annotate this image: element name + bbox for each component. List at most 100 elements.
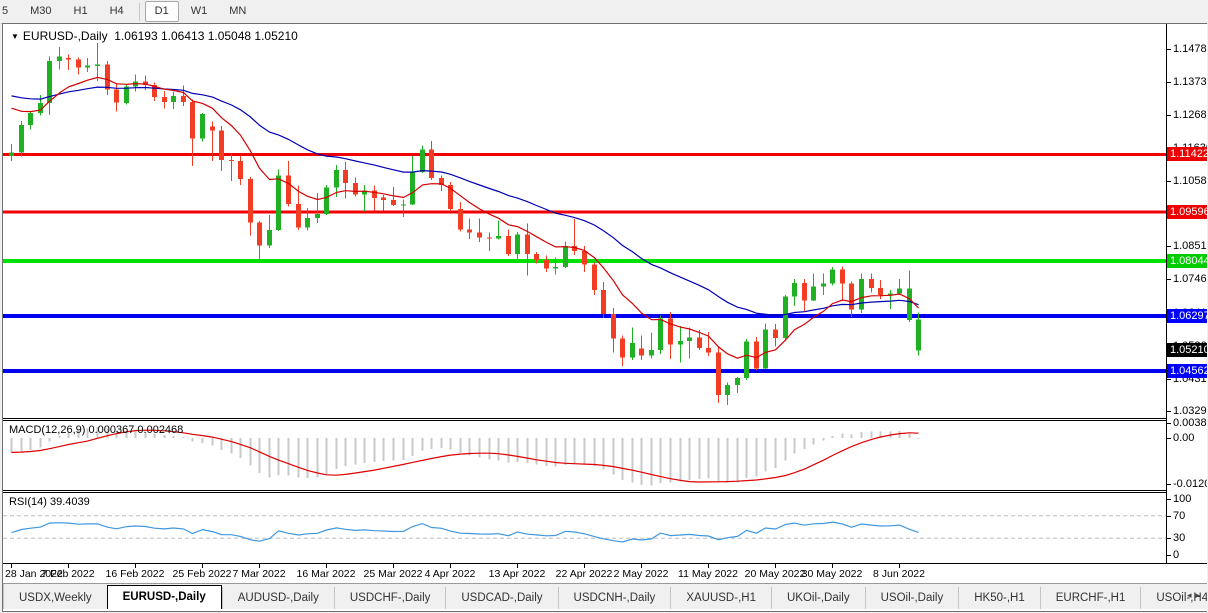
chart-ohlc-values: 1.06193 1.06413 1.05048 1.05210 <box>114 29 298 43</box>
chart-tab-usdchf-daily[interactable]: USDCHF-,Daily <box>333 587 446 609</box>
date-tick-label: 11 May 2022 <box>678 568 738 580</box>
chart-window: ▼ EURUSD-,Daily 1.06193 1.06413 1.05048 1… <box>2 23 1207 612</box>
price-tick-label: 1.08510 <box>1173 240 1207 252</box>
axis-tick-mark <box>1167 379 1171 380</box>
chart-tab-eurusd-daily[interactable]: EURUSD-,Daily <box>106 585 222 609</box>
macd-axis-label: 0.003865 <box>1173 417 1207 429</box>
date-tick-label: 7 Feb 2022 <box>41 568 95 580</box>
timeframe-toolbar: 5 M30 H1 H4 D1 W1 MN <box>0 0 1208 24</box>
date-tick-label: 25 Feb 2022 <box>172 568 232 580</box>
chart-tab-xauusd-h1[interactable]: XAUUSD-,H1 <box>670 587 771 609</box>
rsi-label: RSI(14) 39.4039 <box>9 496 90 508</box>
timeframe-button-h1[interactable]: H1 <box>73 5 88 17</box>
price-tick-label: 1.12680 <box>1173 109 1207 121</box>
pane-splitter[interactable] <box>3 418 1207 421</box>
tabs-scroll-left-icon[interactable]: ◂ <box>1186 590 1196 600</box>
price-level-badge: 1.08044 <box>1167 254 1207 268</box>
date-tick-mark <box>135 564 136 568</box>
macd-axis-label: -0.01208 <box>1173 478 1207 490</box>
timeframe-button-mn[interactable]: MN <box>229 5 247 17</box>
timeframe-button-d1[interactable]: D1 <box>144 1 179 22</box>
chart-title: ▼ EURUSD-,Daily 1.06193 1.06413 1.05048 1… <box>11 29 298 43</box>
axis-tick-mark <box>1167 438 1171 439</box>
rsi-axis-label: 70 <box>1173 510 1186 522</box>
price-tick-label: 1.10580 <box>1173 175 1207 187</box>
tabs-scroll-right-icon[interactable]: ▸ <box>1195 590 1204 600</box>
price-tick-label: 1.07460 <box>1173 273 1207 285</box>
chart-tab-usdcad-daily[interactable]: USDCAD-,Daily <box>445 587 557 609</box>
axis-tick-mark <box>1167 49 1171 50</box>
timeframe-button-h4[interactable]: H4 <box>109 5 124 17</box>
date-tick-label: 25 Mar 2022 <box>363 568 423 580</box>
chart-tab-usdcnh-daily[interactable]: USDCNH-,Daily <box>557 587 671 609</box>
axis-tick-mark <box>1167 516 1171 517</box>
chart-tab-usdx-weekly[interactable]: USDX,Weekly <box>19 592 92 604</box>
price-tick-label: 1.14780 <box>1173 43 1207 55</box>
date-tick-mark <box>450 564 451 568</box>
axis-tick-mark <box>1167 538 1171 539</box>
axis-tick-mark <box>1167 246 1171 247</box>
axis-tick-mark <box>1167 555 1171 556</box>
timeframe-button-m30[interactable]: M30 <box>30 5 52 17</box>
axis-tick-mark <box>1167 423 1171 424</box>
toolbar-separator <box>138 2 140 21</box>
rsi-axis-label: 30 <box>1173 532 1186 544</box>
chart-tab-ukoil-daily[interactable]: UKOil-,Daily <box>770 587 865 609</box>
axis-tick-mark <box>1167 484 1171 485</box>
date-tick-mark <box>517 564 518 568</box>
axis-tick-mark <box>1167 411 1171 412</box>
date-axis[interactable]: 28 Jan 2022 7 Feb 2022 16 Feb 2022 25 Feb 2… <box>3 563 1207 583</box>
chart-menu-arrow-icon[interactable]: ▼ <box>11 32 19 41</box>
date-tick-label: 22 Apr 2022 <box>555 568 613 580</box>
date-tick-mark <box>202 564 203 568</box>
tabbar-corner <box>3 584 4 609</box>
timeframe-button-5[interactable]: 5 <box>2 5 9 17</box>
date-tick-label: 28 Jan 2022 <box>5 568 63 580</box>
chart-tab-bar: USDX,Weekly EURUSD-,Daily AUDUSD-,Daily USD… <box>3 583 1207 609</box>
price-level-badge: 1.04562 <box>1167 364 1207 378</box>
chart-tab-hk50-h1[interactable]: HK50-,H1 <box>958 587 1040 609</box>
date-tick-mark <box>584 564 585 568</box>
date-tick-mark <box>259 564 260 568</box>
main-chart-pane[interactable]: ▼ EURUSD-,Daily 1.06193 1.06413 1.05048 1… <box>3 24 1166 418</box>
price-level-badge: 1.05210 <box>1167 343 1207 357</box>
rsi-indicator-pane[interactable]: RSI(14) 39.4039 <box>3 493 1166 563</box>
date-tick-label: 7 Mar 2022 <box>232 568 286 580</box>
chart-tab-usoil-daily[interactable]: USOil-,Daily <box>864 587 959 609</box>
date-tick-label: 30 May 2022 <box>801 568 863 580</box>
date-tick-mark <box>393 564 394 568</box>
price-level-badge: 1.09596 <box>1167 205 1207 219</box>
timeframe-button-w1[interactable]: W1 <box>190 5 208 17</box>
axis-tick-mark <box>1167 82 1171 83</box>
date-tick-mark <box>899 564 900 568</box>
date-tick-mark <box>68 564 69 568</box>
macd-axis-label: 0.00 <box>1173 432 1195 444</box>
date-tick-mark <box>11 564 12 568</box>
chart-tab-audusd-daily[interactable]: AUDUSD-,Daily <box>221 587 334 609</box>
axis-tick-mark <box>1167 115 1171 116</box>
date-tick-label: 2 May 2022 <box>613 568 669 580</box>
date-tick-mark <box>641 564 642 568</box>
chart-tab-usoil-h4[interactable]: USOil-,H4 <box>1140 587 1207 609</box>
macd-indicator-pane[interactable]: MACD(12,26,9) 0.000367 0.002468 <box>3 421 1166 490</box>
date-tick-label: 16 Feb 2022 <box>105 568 165 580</box>
rsi-axis-label: 100 <box>1173 493 1192 505</box>
chart-symbol-label: EURUSD-,Daily <box>22 29 108 43</box>
price-level-badge: 1.11422 <box>1167 147 1207 161</box>
price-tick-label: 1.13730 <box>1173 76 1207 88</box>
date-tick-label: 13 Apr 2022 <box>488 568 546 580</box>
date-tick-label: 20 May 2022 <box>744 568 806 580</box>
price-level-badge: 1.06297 <box>1167 309 1207 323</box>
date-tick-label: 4 Apr 2022 <box>424 568 476 580</box>
date-tick-mark <box>708 564 709 568</box>
date-tick-label: 8 Jun 2022 <box>873 568 925 580</box>
date-tick-label: 16 Mar 2022 <box>296 568 356 580</box>
date-tick-mark <box>832 564 833 568</box>
macd-label: MACD(12,26,9) 0.000367 0.002468 <box>9 424 184 436</box>
price-axis[interactable]: 1.147801.137301.126801.116301.105801.095… <box>1166 24 1207 563</box>
chart-tab-eurchf-h1[interactable]: EURCHF-,H1 <box>1039 587 1141 609</box>
pane-splitter[interactable] <box>3 490 1207 493</box>
date-tick-mark <box>775 564 776 568</box>
axis-tick-mark <box>1167 499 1171 500</box>
